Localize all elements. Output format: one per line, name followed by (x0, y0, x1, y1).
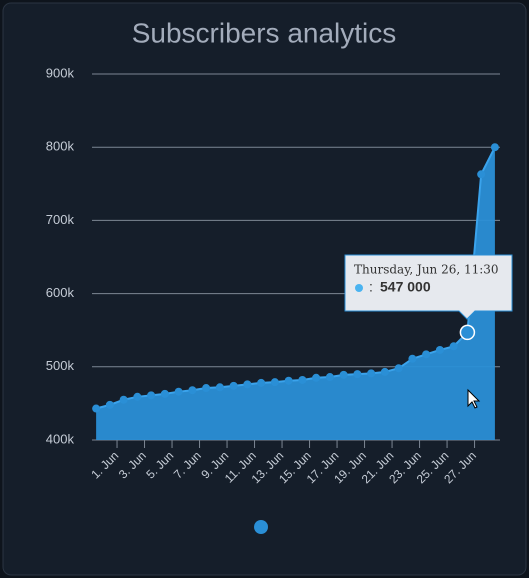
point (215, 383, 224, 392)
point (435, 345, 444, 354)
cursor (467, 388, 481, 409)
point (257, 378, 266, 387)
point (367, 369, 376, 378)
point (449, 342, 458, 351)
point (490, 143, 499, 152)
point (394, 364, 403, 373)
point (133, 392, 142, 401)
point (380, 367, 389, 376)
legend-symbol[interactable] (254, 520, 268, 534)
point (147, 391, 156, 400)
point (229, 381, 238, 390)
y-tick-label: 600k (46, 285, 75, 300)
point (188, 386, 197, 395)
point (477, 170, 486, 179)
point (202, 384, 211, 393)
point (105, 400, 114, 409)
point (353, 370, 362, 379)
point (298, 375, 307, 384)
point (312, 373, 321, 382)
tooltip-value: 547 000 (380, 279, 431, 295)
point (339, 370, 348, 379)
tooltip-header: Thursday, Jun 26, 11:30 (354, 263, 499, 277)
point (284, 376, 293, 385)
point (408, 354, 417, 363)
point (270, 378, 279, 387)
y-tick-label: 400k (46, 431, 75, 446)
point (243, 380, 252, 389)
tooltip-symbol (355, 284, 363, 292)
area (96, 147, 495, 440)
y-tick-label: 900k (46, 65, 75, 80)
chart-title: Subscribers analytics (132, 17, 397, 48)
hover-point (459, 324, 476, 341)
y-tick-label: 700k (46, 212, 75, 227)
point (92, 404, 101, 413)
point (422, 350, 431, 359)
point (160, 389, 169, 398)
point (174, 387, 183, 396)
point (119, 395, 128, 404)
tooltip-prefix: : (369, 279, 373, 295)
tooltip-box (344, 254, 513, 320)
point (325, 373, 334, 382)
y-tick-label: 800k (46, 139, 75, 154)
y-tick-label: 500k (46, 358, 75, 373)
